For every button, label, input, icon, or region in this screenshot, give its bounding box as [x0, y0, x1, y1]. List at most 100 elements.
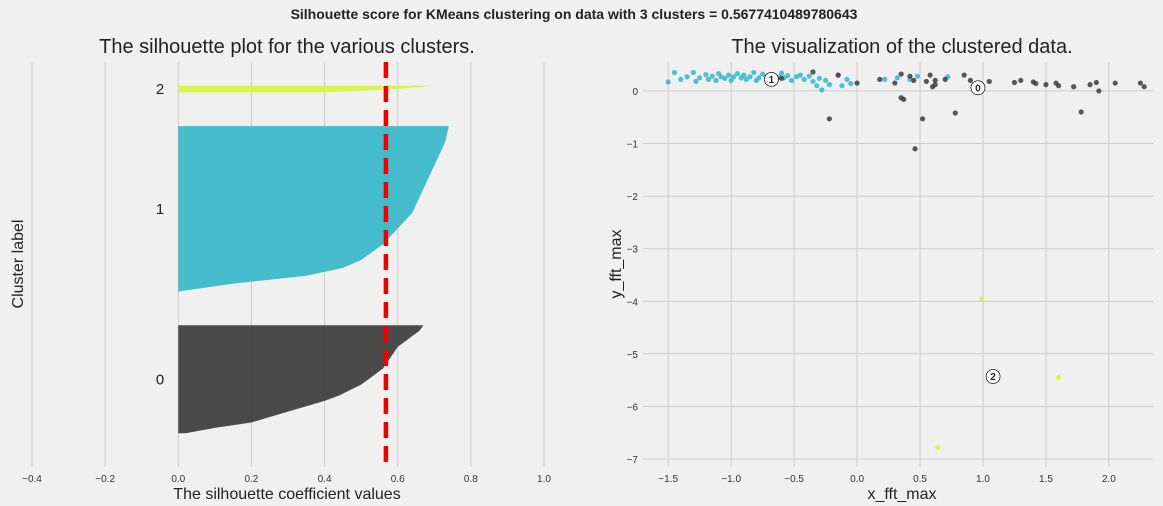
- scatter-xtick-label: −0.5: [784, 474, 804, 485]
- scatter-point: [986, 78, 992, 85]
- scatter-xtick-label: 1.5: [1039, 474, 1053, 485]
- scatter-xtick-label: 2.0: [1102, 474, 1116, 485]
- scatter-point: [709, 73, 715, 79]
- scatter-point: [979, 296, 985, 302]
- scatter-point: [1137, 80, 1144, 86]
- scatter-point: [1141, 84, 1147, 90]
- scatter-point: [877, 76, 883, 82]
- scatter-point: [1055, 374, 1062, 381]
- cluster-scatter-ylabel: y_fft_max: [608, 229, 625, 298]
- scatter-point: [797, 72, 804, 78]
- scatter-point: [1078, 109, 1084, 115]
- silhouette-xtick-label: 1.0: [537, 474, 551, 485]
- silhouette-xtick-label: 0.4: [318, 474, 332, 485]
- scatter-point: [743, 76, 749, 82]
- scatter-point: [778, 75, 785, 81]
- scatter-point: [894, 75, 900, 81]
- scatter-ytick-label: −5: [627, 350, 639, 361]
- cluster-center-marker: [764, 71, 779, 87]
- scatter-point: [678, 76, 684, 82]
- scatter-point: [967, 77, 974, 84]
- scatter-point: [713, 77, 719, 84]
- scatter-point: [839, 83, 845, 89]
- scatter-point: [756, 75, 762, 81]
- scatter-point: [914, 73, 921, 79]
- scatter-xtick-label: 0.0: [850, 474, 864, 485]
- scatter-point: [1071, 84, 1077, 90]
- scatter-ytick-label: −1: [627, 140, 639, 151]
- scatter-xtick-label: −1.0: [721, 474, 741, 485]
- scatter-point: [952, 110, 958, 116]
- scatter-point: [1112, 80, 1118, 86]
- figure-suptitle: Silhouette score for KMeans clustering o…: [291, 6, 858, 22]
- scatter-point: [728, 77, 734, 84]
- cluster-scatter-title: The visualization of the clustered data.: [731, 36, 1072, 58]
- scatter-point: [801, 76, 807, 82]
- scatter-point: [693, 78, 699, 85]
- scatter-point: [1087, 82, 1093, 88]
- silhouette-xtick-label: 0.8: [464, 474, 478, 485]
- scatter-point: [747, 74, 753, 80]
- scatter-point: [726, 72, 732, 78]
- silhouette-cluster-2: [178, 85, 435, 93]
- cluster-scatter-xlabel: x_fft_max: [867, 486, 936, 503]
- cluster-center-marker: [985, 369, 1001, 384]
- scatter-point: [1055, 83, 1062, 89]
- scatter-point: [814, 83, 820, 89]
- scatter-point: [816, 75, 822, 81]
- scatter-point: [1093, 79, 1099, 86]
- scatter-point: [1011, 79, 1018, 86]
- cluster-center-marker: [970, 80, 986, 96]
- silhouette-xtick-label: 0.6: [391, 474, 405, 485]
- scatter-point: [907, 73, 913, 79]
- silhouette-cluster-label: 0: [156, 371, 164, 388]
- scatter-point: [892, 80, 898, 86]
- scatter-point: [806, 73, 812, 79]
- scatter-point: [684, 74, 690, 80]
- scatter-point: [835, 72, 841, 78]
- scatter-point: [741, 72, 747, 78]
- scatter-ytick-label: −3: [627, 245, 639, 256]
- scatter-point: [705, 76, 712, 82]
- scatter-point: [1096, 88, 1102, 94]
- scatter-ytick-label: −4: [627, 297, 639, 308]
- scatter-point: [854, 80, 860, 86]
- silhouette-xtick-label: 0.0: [171, 474, 185, 485]
- scatter-point: [912, 146, 918, 152]
- silhouette-cluster-1: [178, 126, 449, 292]
- scatter-point: [810, 69, 816, 75]
- silhouette-plot: 0 1 2 −0.4 −0.2 0.0 0.2 0.4 0.6 0.8 1.0 The silho…: [10, 36, 551, 503]
- scatter-point: [760, 71, 766, 77]
- scatter-xtick-label: 0.5: [913, 474, 927, 485]
- scatter-point: [901, 96, 907, 102]
- scatter-point: [961, 72, 967, 78]
- scatter-ytick-label: −6: [627, 403, 639, 414]
- scatter-point: [932, 82, 938, 88]
- scatter-point: [826, 82, 832, 88]
- silhouette-plot-ylabel: Cluster label: [10, 220, 27, 309]
- scatter-point: [911, 77, 917, 84]
- scatter-point: [703, 72, 709, 78]
- scatter-point: [731, 74, 737, 80]
- scatter-xtick-label: 1.0: [976, 474, 990, 485]
- cluster-center-label: 1: [769, 75, 775, 86]
- scatter-point: [751, 69, 757, 76]
- scatter-point: [819, 87, 825, 93]
- silhouette-plot-title: The silhouette plot for the various clus…: [99, 36, 475, 58]
- cluster-scatter-plot: 0 1 2 −1.5 −1.0 −0.5 0.0 0.5 1.0 1.5 2.0 0 −1 −2 −3 −…: [608, 36, 1153, 503]
- scatter-point: [898, 71, 904, 77]
- silhouette-cluster-label: 1: [156, 201, 164, 218]
- scatter-xtick-label: −1.5: [658, 474, 678, 485]
- scatter-point: [734, 70, 741, 77]
- scatter-point: [1018, 77, 1024, 84]
- scatter-point: [690, 69, 696, 76]
- scatter-point: [722, 75, 728, 81]
- scatter-point: [927, 72, 933, 78]
- silhouette-plot-xlabel: The silhouette coefficient values: [173, 486, 400, 503]
- scatter-point: [935, 444, 941, 451]
- scatter-point: [778, 70, 785, 76]
- silhouette-cluster-0: [178, 325, 424, 434]
- cluster-center-label: 0: [975, 83, 981, 94]
- silhouette-xtick-label: −0.4: [22, 474, 42, 485]
